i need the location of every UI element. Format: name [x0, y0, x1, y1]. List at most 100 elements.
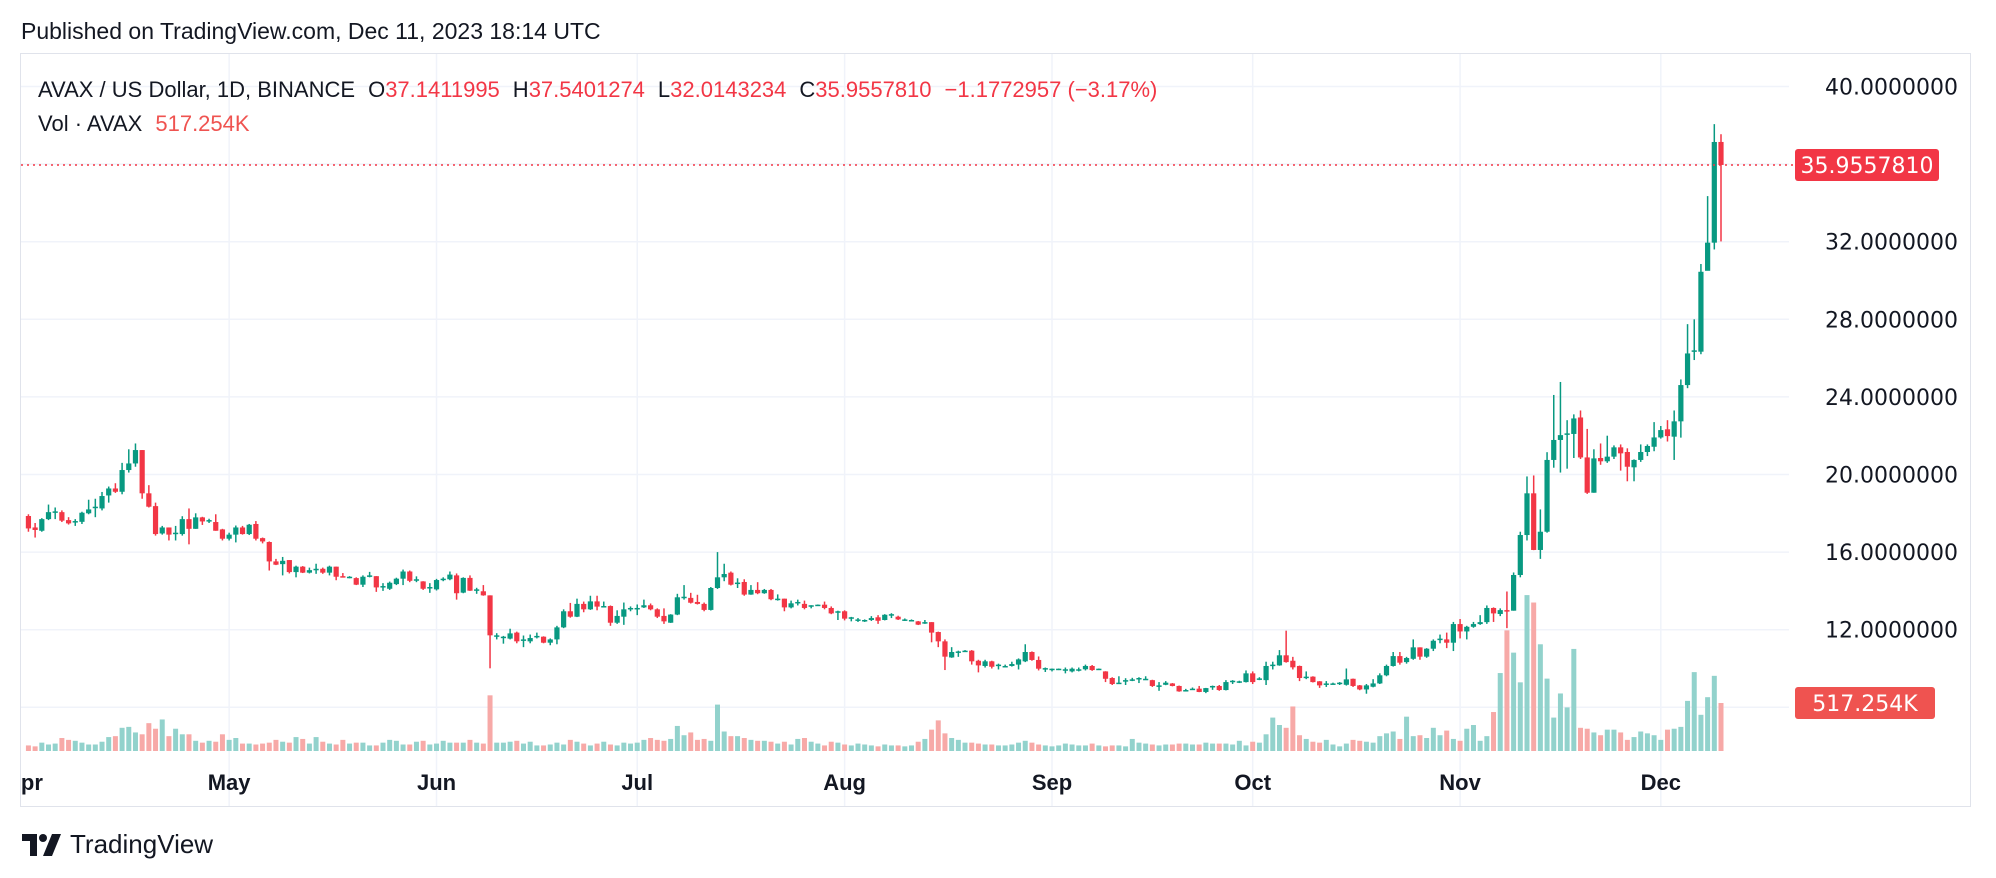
candle-body [1718, 141, 1724, 165]
candle-body [1129, 679, 1135, 681]
candle [507, 628, 513, 640]
volume-bar [333, 744, 339, 751]
volume-bar [648, 738, 654, 751]
candle [1424, 648, 1430, 658]
candle [922, 620, 928, 624]
candle [1511, 572, 1517, 611]
candle [1236, 680, 1242, 684]
candle-body [621, 609, 627, 617]
volume-bar [1698, 714, 1704, 751]
candle [293, 565, 299, 578]
candle [320, 567, 326, 574]
volume-bar [607, 744, 613, 751]
volume-bar [393, 740, 399, 751]
candle [1504, 591, 1510, 629]
chart-panel[interactable] [20, 53, 1971, 807]
candle [193, 513, 199, 529]
candle-body [540, 636, 547, 643]
candle-body [1698, 271, 1704, 352]
candle [1564, 420, 1570, 469]
candle-body [1638, 451, 1644, 460]
candle [661, 608, 667, 624]
candle-body [1082, 665, 1089, 670]
volume-bar [1397, 738, 1403, 751]
volume-bar [326, 743, 332, 751]
candle-body [1223, 682, 1229, 691]
candle-body [99, 496, 105, 509]
candle-body [65, 520, 72, 524]
volume-bar [286, 742, 292, 751]
candle-body [1096, 668, 1102, 671]
volume-bar [1036, 744, 1042, 751]
volume-bar [621, 742, 627, 751]
volume-bar [888, 745, 894, 751]
candle-body [259, 538, 266, 542]
volume-bar [1484, 736, 1490, 751]
candle-body [1557, 435, 1564, 440]
candle-body [788, 603, 794, 608]
candle [1410, 639, 1416, 660]
volume-bar [1283, 727, 1289, 751]
candle-body [25, 516, 32, 529]
candle [119, 462, 125, 495]
candle [1370, 679, 1376, 688]
volume-bar [480, 743, 486, 751]
candle-body [1357, 685, 1363, 690]
candle [621, 602, 627, 625]
volume-bar [166, 736, 172, 751]
candle [1457, 619, 1463, 639]
candle-body [1484, 607, 1490, 623]
volume-bar [186, 734, 192, 751]
candle [554, 625, 560, 645]
candle-body [206, 520, 212, 522]
candle-body [286, 560, 292, 573]
volume-bar [1136, 742, 1142, 751]
candle [1009, 661, 1015, 667]
volume-bar [447, 742, 453, 751]
candle-body [480, 591, 486, 596]
candle-body [1109, 678, 1115, 685]
last-volume-tag: 517.254K [1795, 687, 1935, 719]
close-value: 35.9557810 [815, 77, 932, 102]
volume-bar [360, 742, 366, 751]
candle [868, 616, 874, 621]
candle [1484, 605, 1490, 624]
candle-body [239, 527, 246, 535]
volume-bar [420, 740, 426, 751]
volume-bar [347, 743, 353, 751]
candle-body [106, 488, 112, 496]
candle [1270, 661, 1276, 670]
candle [648, 603, 654, 611]
volume-bar [768, 741, 774, 751]
candle [1129, 677, 1135, 682]
candle-body [313, 568, 319, 571]
candle [835, 610, 841, 620]
volume-bar [995, 745, 1001, 751]
volume-bar [1297, 735, 1303, 751]
volume-bar [66, 739, 72, 751]
volume-bar [1664, 729, 1670, 751]
volume-bar [52, 743, 58, 751]
candle-body [326, 566, 333, 573]
volume-bar [587, 745, 593, 751]
tradingview-logo[interactable]: TradingView [22, 829, 213, 860]
candle-body [59, 512, 65, 521]
candle [494, 633, 500, 640]
candle-body [1658, 430, 1664, 438]
candle-body [1337, 682, 1343, 685]
candle-body [1437, 638, 1443, 641]
candle-body [862, 620, 868, 622]
volume-bar [1183, 743, 1189, 751]
candle [1691, 319, 1697, 361]
candle [1531, 475, 1537, 551]
volume-bar [487, 695, 493, 751]
volume-bar [788, 744, 794, 751]
candle [701, 602, 707, 612]
candle [1383, 664, 1390, 677]
volume-bar [1189, 744, 1195, 751]
candle-body [888, 614, 895, 616]
candle [346, 576, 353, 579]
candle [306, 567, 313, 574]
candle [935, 631, 941, 648]
